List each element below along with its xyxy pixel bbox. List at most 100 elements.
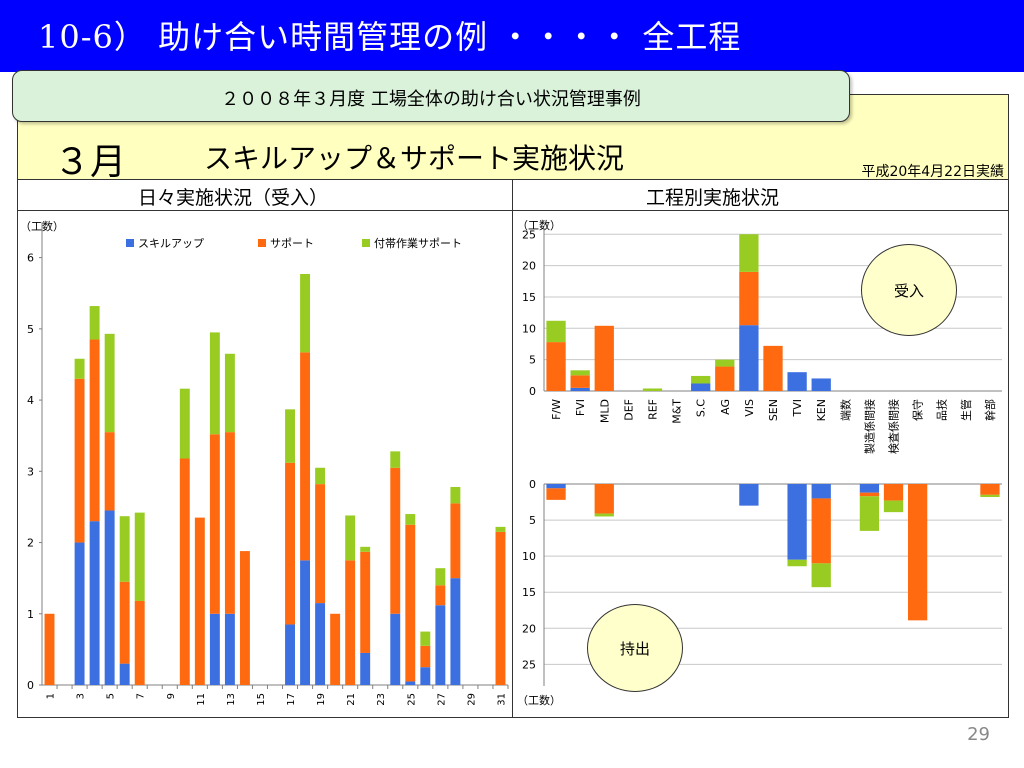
daily-bar-2 — [104, 333, 115, 433]
send-bar-0 — [546, 484, 566, 489]
daily-bar-1 — [74, 378, 85, 543]
receive-bar-2 — [715, 359, 735, 367]
daily-bar-1 — [134, 600, 145, 685]
daily-bar-0 — [390, 613, 401, 685]
daily-bar-2 — [74, 358, 85, 379]
daily-y-tick-label: 4 — [27, 394, 34, 407]
send-bar-0 — [739, 484, 759, 506]
receive-bar-2 — [739, 234, 759, 272]
daily-x-tick-label: 31 — [496, 693, 507, 706]
send-y-tick-label: 25 — [522, 658, 536, 671]
daily-bar-1 — [209, 434, 220, 614]
daily-bar-1 — [194, 517, 205, 685]
daily-x-tick-label: 9 — [166, 693, 177, 699]
daily-bar-2 — [285, 409, 295, 463]
daily-x-tick-label: 27 — [436, 693, 447, 706]
receive-bar-1 — [763, 345, 783, 391]
process-label: 品技 — [936, 399, 949, 421]
daily-bar-2 — [89, 306, 100, 340]
send-unit-label: （工数） — [517, 694, 561, 707]
daily-x-tick-label: 25 — [406, 693, 417, 706]
receive-y-tick-label: 15 — [522, 291, 536, 304]
receive-bar-0 — [570, 387, 590, 391]
receive-bar-2 — [642, 388, 663, 391]
process-label: 検査係間接 — [887, 399, 901, 454]
daily-bar-0 — [89, 521, 100, 685]
send-bar-2 — [980, 494, 1000, 497]
daily-bar-1 — [495, 531, 506, 685]
receive-bar-0 — [787, 372, 807, 391]
month-label: ３月 — [54, 142, 127, 183]
daily-bar-1 — [224, 432, 235, 614]
send-bar-1 — [907, 484, 928, 621]
daily-bar-2 — [405, 514, 416, 525]
report-date: 平成20年4月22日実績 — [861, 164, 1004, 180]
daily-x-tick-label: 19 — [316, 693, 327, 706]
daily-y-tick-label: 0 — [27, 679, 34, 692]
receive-bar-2 — [546, 320, 566, 343]
daily-bar-0 — [104, 510, 115, 685]
daily-x-tick-label: 1 — [46, 693, 57, 699]
daily-y-tick-label: 2 — [27, 537, 34, 550]
callout-box: ２００８年３月度 工場全体の助け合い状況管理事例 — [12, 70, 850, 122]
daily-bar-1 — [405, 524, 416, 682]
process-status-title: 工程別実施状況 — [646, 187, 780, 209]
process-label: M&T — [671, 399, 684, 424]
send-y-tick-label: 0 — [529, 478, 536, 491]
send-bar-1 — [594, 484, 614, 514]
daily-bar-0 — [209, 613, 220, 685]
process-label: KEN — [815, 399, 828, 421]
receive-y-tick-label: 10 — [522, 322, 536, 335]
daily-bar-2 — [345, 515, 356, 561]
subheader-row: 日々実施状況（受入） 工程別実施状況 — [18, 180, 1008, 211]
daily-x-tick-label: 23 — [376, 693, 387, 706]
daily-bar-0 — [405, 681, 416, 685]
daily-bar-0 — [420, 667, 431, 685]
process-label: AG — [719, 399, 732, 415]
daily-bar-2 — [300, 273, 311, 353]
daily-bar-2 — [315, 467, 326, 485]
daily-bar-2 — [179, 388, 190, 459]
send-bar-0 — [787, 484, 807, 560]
send-y-tick-label: 20 — [522, 622, 536, 635]
receive-bar-1 — [594, 325, 614, 391]
daily-bar-1 — [450, 503, 461, 579]
daily-status-title: 日々実施状況（受入） — [138, 187, 329, 209]
legend-label-1: サポート — [270, 237, 314, 250]
daily-bar-0 — [224, 613, 235, 685]
process-label: 製造係間接 — [862, 399, 876, 454]
process-label: 生管 — [959, 399, 973, 421]
send-bar-1 — [883, 484, 904, 501]
daily-bar-1 — [420, 645, 431, 668]
send-bar-0 — [811, 484, 831, 499]
daily-bar-0 — [300, 560, 311, 685]
daily-bar-1 — [285, 462, 295, 625]
receive-bar-2 — [691, 375, 711, 384]
callout-text: ２００８年３月度 工場全体の助け合い状況管理事例 — [221, 89, 641, 110]
daily-y-tick-label: 6 — [27, 252, 34, 265]
daily-bar-0 — [450, 578, 461, 685]
daily-bar-2 — [450, 486, 461, 504]
daily-bar-1 — [315, 484, 326, 604]
daily-bar-2 — [390, 451, 401, 468]
send-bar-1 — [546, 488, 566, 500]
process-label: 幹部 — [983, 399, 997, 421]
receive-bar-1 — [570, 375, 590, 388]
daily-bar-2 — [360, 546, 371, 552]
send-y-tick-label: 15 — [522, 586, 536, 599]
daily-x-tick-label: 13 — [226, 693, 237, 706]
daily-bar-0 — [285, 624, 295, 685]
daily-bar-0 — [119, 663, 130, 685]
daily-bar-1 — [345, 560, 356, 685]
legend-swatch-2 — [362, 239, 370, 247]
process-label: F/W — [550, 399, 563, 420]
receive-unit-label: （工数） — [517, 219, 561, 232]
process-label: VIS — [743, 399, 756, 417]
daily-x-tick-label: 17 — [286, 693, 297, 706]
receive-y-tick-label: 20 — [522, 260, 536, 273]
process-label: REF — [646, 399, 659, 420]
daily-bar-2 — [209, 332, 220, 435]
receive-y-tick-label: 5 — [529, 354, 536, 367]
daily-bar-0 — [74, 542, 85, 685]
daily-bar-2 — [134, 512, 145, 601]
